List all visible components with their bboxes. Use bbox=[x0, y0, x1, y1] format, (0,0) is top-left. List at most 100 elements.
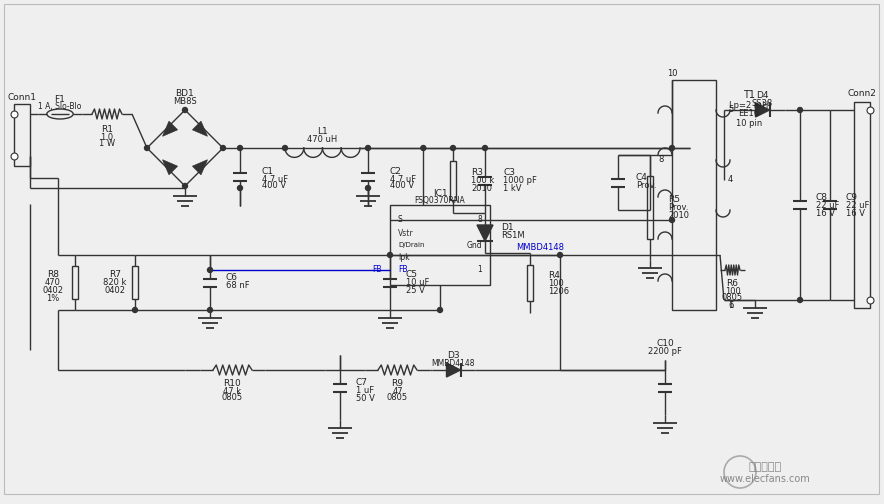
Circle shape bbox=[387, 253, 392, 258]
Text: 2010: 2010 bbox=[471, 184, 492, 193]
Circle shape bbox=[669, 218, 674, 222]
Circle shape bbox=[421, 146, 426, 151]
Text: C5: C5 bbox=[406, 270, 418, 279]
Text: 0805: 0805 bbox=[222, 394, 243, 403]
Text: Conn2: Conn2 bbox=[848, 89, 876, 97]
Circle shape bbox=[438, 307, 443, 312]
Text: www.elecfans.com: www.elecfans.com bbox=[720, 474, 811, 484]
Text: 470 uH: 470 uH bbox=[308, 135, 338, 144]
Text: 1 uF: 1 uF bbox=[356, 386, 374, 395]
Text: Lp=2 mH: Lp=2 mH bbox=[729, 100, 769, 109]
Text: 0805: 0805 bbox=[387, 394, 408, 403]
Text: 16 V: 16 V bbox=[816, 209, 835, 218]
Text: 10: 10 bbox=[667, 69, 677, 78]
Text: MMBD4148: MMBD4148 bbox=[516, 243, 564, 253]
Text: 22 uF: 22 uF bbox=[816, 201, 840, 210]
Text: 0402: 0402 bbox=[104, 286, 126, 295]
Text: 100: 100 bbox=[548, 279, 564, 287]
Bar bbox=[527, 265, 533, 301]
Text: EE16: EE16 bbox=[738, 109, 759, 118]
Text: 4.7 uF: 4.7 uF bbox=[262, 174, 288, 183]
Text: 68 nF: 68 nF bbox=[226, 281, 249, 290]
Polygon shape bbox=[163, 121, 178, 136]
Bar bbox=[672, 80, 716, 310]
Text: RS1M: RS1M bbox=[501, 231, 524, 240]
Text: 100 k: 100 k bbox=[471, 176, 494, 185]
Text: 47 k: 47 k bbox=[224, 387, 241, 396]
Circle shape bbox=[208, 268, 212, 273]
Text: 470: 470 bbox=[45, 278, 61, 287]
Text: FB: FB bbox=[372, 266, 382, 275]
Text: 1 kV: 1 kV bbox=[503, 184, 522, 193]
Text: 16 V: 16 V bbox=[846, 209, 865, 218]
Text: 10 pin: 10 pin bbox=[735, 118, 762, 128]
Text: 电子发烧友: 电子发烧友 bbox=[749, 462, 781, 472]
Text: MMBD4148: MMBD4148 bbox=[431, 358, 476, 367]
Text: 2200 pF: 2200 pF bbox=[648, 347, 682, 355]
Text: SS38: SS38 bbox=[752, 98, 774, 107]
Text: 0805: 0805 bbox=[722, 293, 743, 302]
Text: 5: 5 bbox=[728, 105, 733, 114]
Text: 25 V: 25 V bbox=[406, 286, 425, 295]
Text: 1: 1 bbox=[477, 266, 482, 275]
Text: 4.7 uF: 4.7 uF bbox=[390, 174, 416, 183]
Circle shape bbox=[182, 183, 187, 188]
Text: 4: 4 bbox=[728, 175, 733, 184]
Text: T1: T1 bbox=[743, 90, 755, 100]
Text: 820 k: 820 k bbox=[103, 278, 126, 287]
Text: Prov.: Prov. bbox=[668, 203, 689, 212]
Text: 400 V: 400 V bbox=[262, 181, 286, 191]
Text: C3: C3 bbox=[503, 168, 515, 177]
Text: Ipk: Ipk bbox=[398, 254, 409, 263]
Text: S: S bbox=[398, 216, 403, 224]
Text: R1: R1 bbox=[101, 125, 113, 135]
Circle shape bbox=[483, 146, 487, 151]
Text: 0402: 0402 bbox=[42, 286, 64, 295]
Text: IC1: IC1 bbox=[432, 188, 447, 198]
Text: MB8S: MB8S bbox=[173, 96, 197, 105]
Text: R10: R10 bbox=[224, 380, 241, 389]
Text: 1206: 1206 bbox=[548, 286, 569, 295]
Text: 1%: 1% bbox=[46, 294, 59, 303]
Circle shape bbox=[238, 185, 242, 191]
Text: C2: C2 bbox=[390, 167, 402, 176]
Circle shape bbox=[797, 297, 803, 302]
Bar bbox=[390, 205, 490, 285]
Bar bbox=[647, 176, 653, 239]
Text: C9: C9 bbox=[846, 193, 858, 202]
Text: C4: C4 bbox=[636, 173, 648, 182]
Bar bbox=[450, 161, 456, 200]
Text: 1: 1 bbox=[728, 300, 733, 309]
Text: Conn1: Conn1 bbox=[7, 94, 36, 102]
Circle shape bbox=[797, 107, 803, 112]
Text: 2010: 2010 bbox=[668, 211, 689, 220]
Text: 22 uF: 22 uF bbox=[846, 201, 869, 210]
Text: C7: C7 bbox=[356, 378, 368, 387]
Text: 6: 6 bbox=[728, 300, 734, 309]
Text: 47: 47 bbox=[392, 387, 403, 396]
Text: L1: L1 bbox=[317, 128, 328, 137]
Text: FB: FB bbox=[398, 266, 408, 275]
Polygon shape bbox=[756, 103, 769, 117]
Circle shape bbox=[669, 146, 674, 151]
Text: R9: R9 bbox=[392, 380, 403, 389]
Text: D1: D1 bbox=[501, 223, 514, 232]
Text: C1: C1 bbox=[262, 167, 274, 176]
Text: 8: 8 bbox=[659, 156, 664, 164]
Bar bbox=[854, 102, 870, 308]
Text: Gnd: Gnd bbox=[467, 240, 482, 249]
Circle shape bbox=[238, 146, 242, 151]
Text: D3: D3 bbox=[447, 351, 460, 360]
Text: C10: C10 bbox=[656, 340, 674, 348]
Text: R4: R4 bbox=[548, 271, 560, 280]
Text: C8: C8 bbox=[816, 193, 828, 202]
Bar bbox=[72, 266, 78, 299]
Circle shape bbox=[208, 307, 212, 312]
Text: 1 A, Slo-Blo: 1 A, Slo-Blo bbox=[38, 102, 81, 111]
Text: R8: R8 bbox=[47, 270, 59, 279]
Text: R6: R6 bbox=[727, 280, 738, 288]
Polygon shape bbox=[446, 363, 461, 377]
Circle shape bbox=[182, 107, 187, 112]
Text: 100: 100 bbox=[725, 286, 741, 295]
Bar bbox=[132, 266, 138, 299]
